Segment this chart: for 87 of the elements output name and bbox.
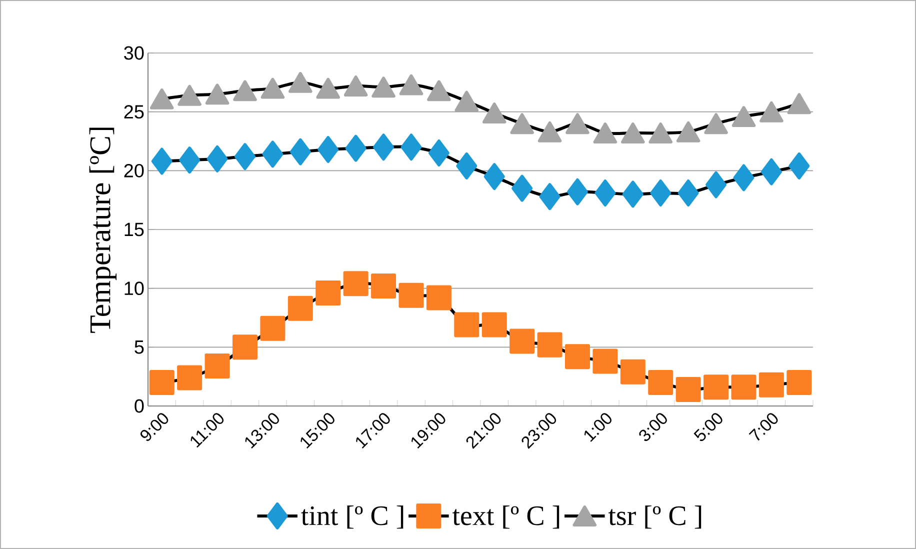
point: [233, 80, 257, 102]
point: [398, 282, 424, 308]
point: [290, 138, 311, 166]
y-tick-label: 30: [124, 46, 144, 60]
point: [260, 78, 285, 99]
point: [731, 374, 756, 400]
point: [399, 74, 424, 96]
point: [788, 152, 810, 180]
point: [733, 164, 754, 192]
point: [704, 113, 728, 134]
y-tick-label: 15: [124, 222, 144, 236]
point: [787, 93, 812, 114]
y-axis-title: Temperature [ºC]: [89, 128, 117, 333]
point: [288, 72, 312, 93]
point: [206, 145, 228, 172]
point: [510, 113, 534, 134]
x-tick-label: 9:00: [140, 413, 168, 441]
point: [593, 122, 618, 144]
y-tick-label: 5: [134, 340, 144, 354]
legend-label: tsr [º C ]: [608, 506, 702, 529]
point: [510, 328, 535, 354]
point: [676, 121, 700, 142]
point: [678, 180, 699, 207]
point: [650, 180, 672, 207]
point: [592, 348, 618, 374]
point: [484, 163, 505, 190]
point: [400, 134, 422, 161]
point: [262, 140, 284, 168]
point: [234, 143, 256, 170]
point: [482, 102, 506, 124]
point: [760, 158, 782, 186]
legend-label: tint [º C ]: [301, 506, 404, 529]
point: [648, 122, 673, 144]
point: [760, 101, 784, 122]
point: [621, 122, 645, 144]
point: [454, 90, 479, 112]
point: [316, 78, 340, 99]
x-tick-label: 7:00: [748, 413, 778, 441]
point: [205, 84, 230, 105]
point: [482, 312, 507, 338]
point: [758, 372, 784, 398]
y-tick-label: 20: [124, 164, 144, 178]
y-tick-label: 25: [124, 105, 144, 119]
point: [732, 106, 756, 128]
y-tick-label: 10: [124, 282, 144, 296]
point: [151, 148, 172, 175]
point: [316, 280, 341, 306]
x-tick-label: 3:00: [639, 413, 667, 442]
point: [456, 152, 478, 180]
point: [454, 312, 480, 338]
point: [676, 377, 701, 402]
point: [178, 84, 202, 106]
point: [373, 134, 394, 161]
point: [260, 316, 286, 341]
point: [566, 178, 588, 206]
point: [149, 370, 174, 395]
point: [177, 365, 202, 390]
point: [537, 332, 562, 358]
point: [428, 140, 450, 167]
point: [179, 146, 200, 174]
point: [539, 183, 560, 210]
point: [512, 174, 533, 202]
point: [318, 136, 339, 163]
point: [288, 296, 313, 321]
point: [622, 180, 644, 208]
point: [648, 370, 674, 395]
point: [786, 370, 812, 395]
point: [344, 75, 368, 96]
point: [566, 113, 590, 134]
legend-label: text [º C ]: [452, 506, 560, 529]
point: [620, 359, 646, 384]
point: [427, 80, 451, 102]
point: [204, 353, 230, 378]
point: [343, 271, 368, 296]
point: [426, 285, 452, 310]
point: [564, 344, 590, 370]
point: [232, 334, 258, 360]
point: [150, 88, 174, 110]
point: [704, 374, 729, 400]
point: [345, 134, 366, 162]
point: [372, 76, 396, 98]
point: [706, 171, 727, 198]
x-tick-label: 5:00: [694, 413, 722, 442]
point: [538, 121, 562, 142]
y-tick-label: 0: [134, 399, 144, 413]
point: [371, 273, 396, 298]
point: [594, 180, 616, 207]
